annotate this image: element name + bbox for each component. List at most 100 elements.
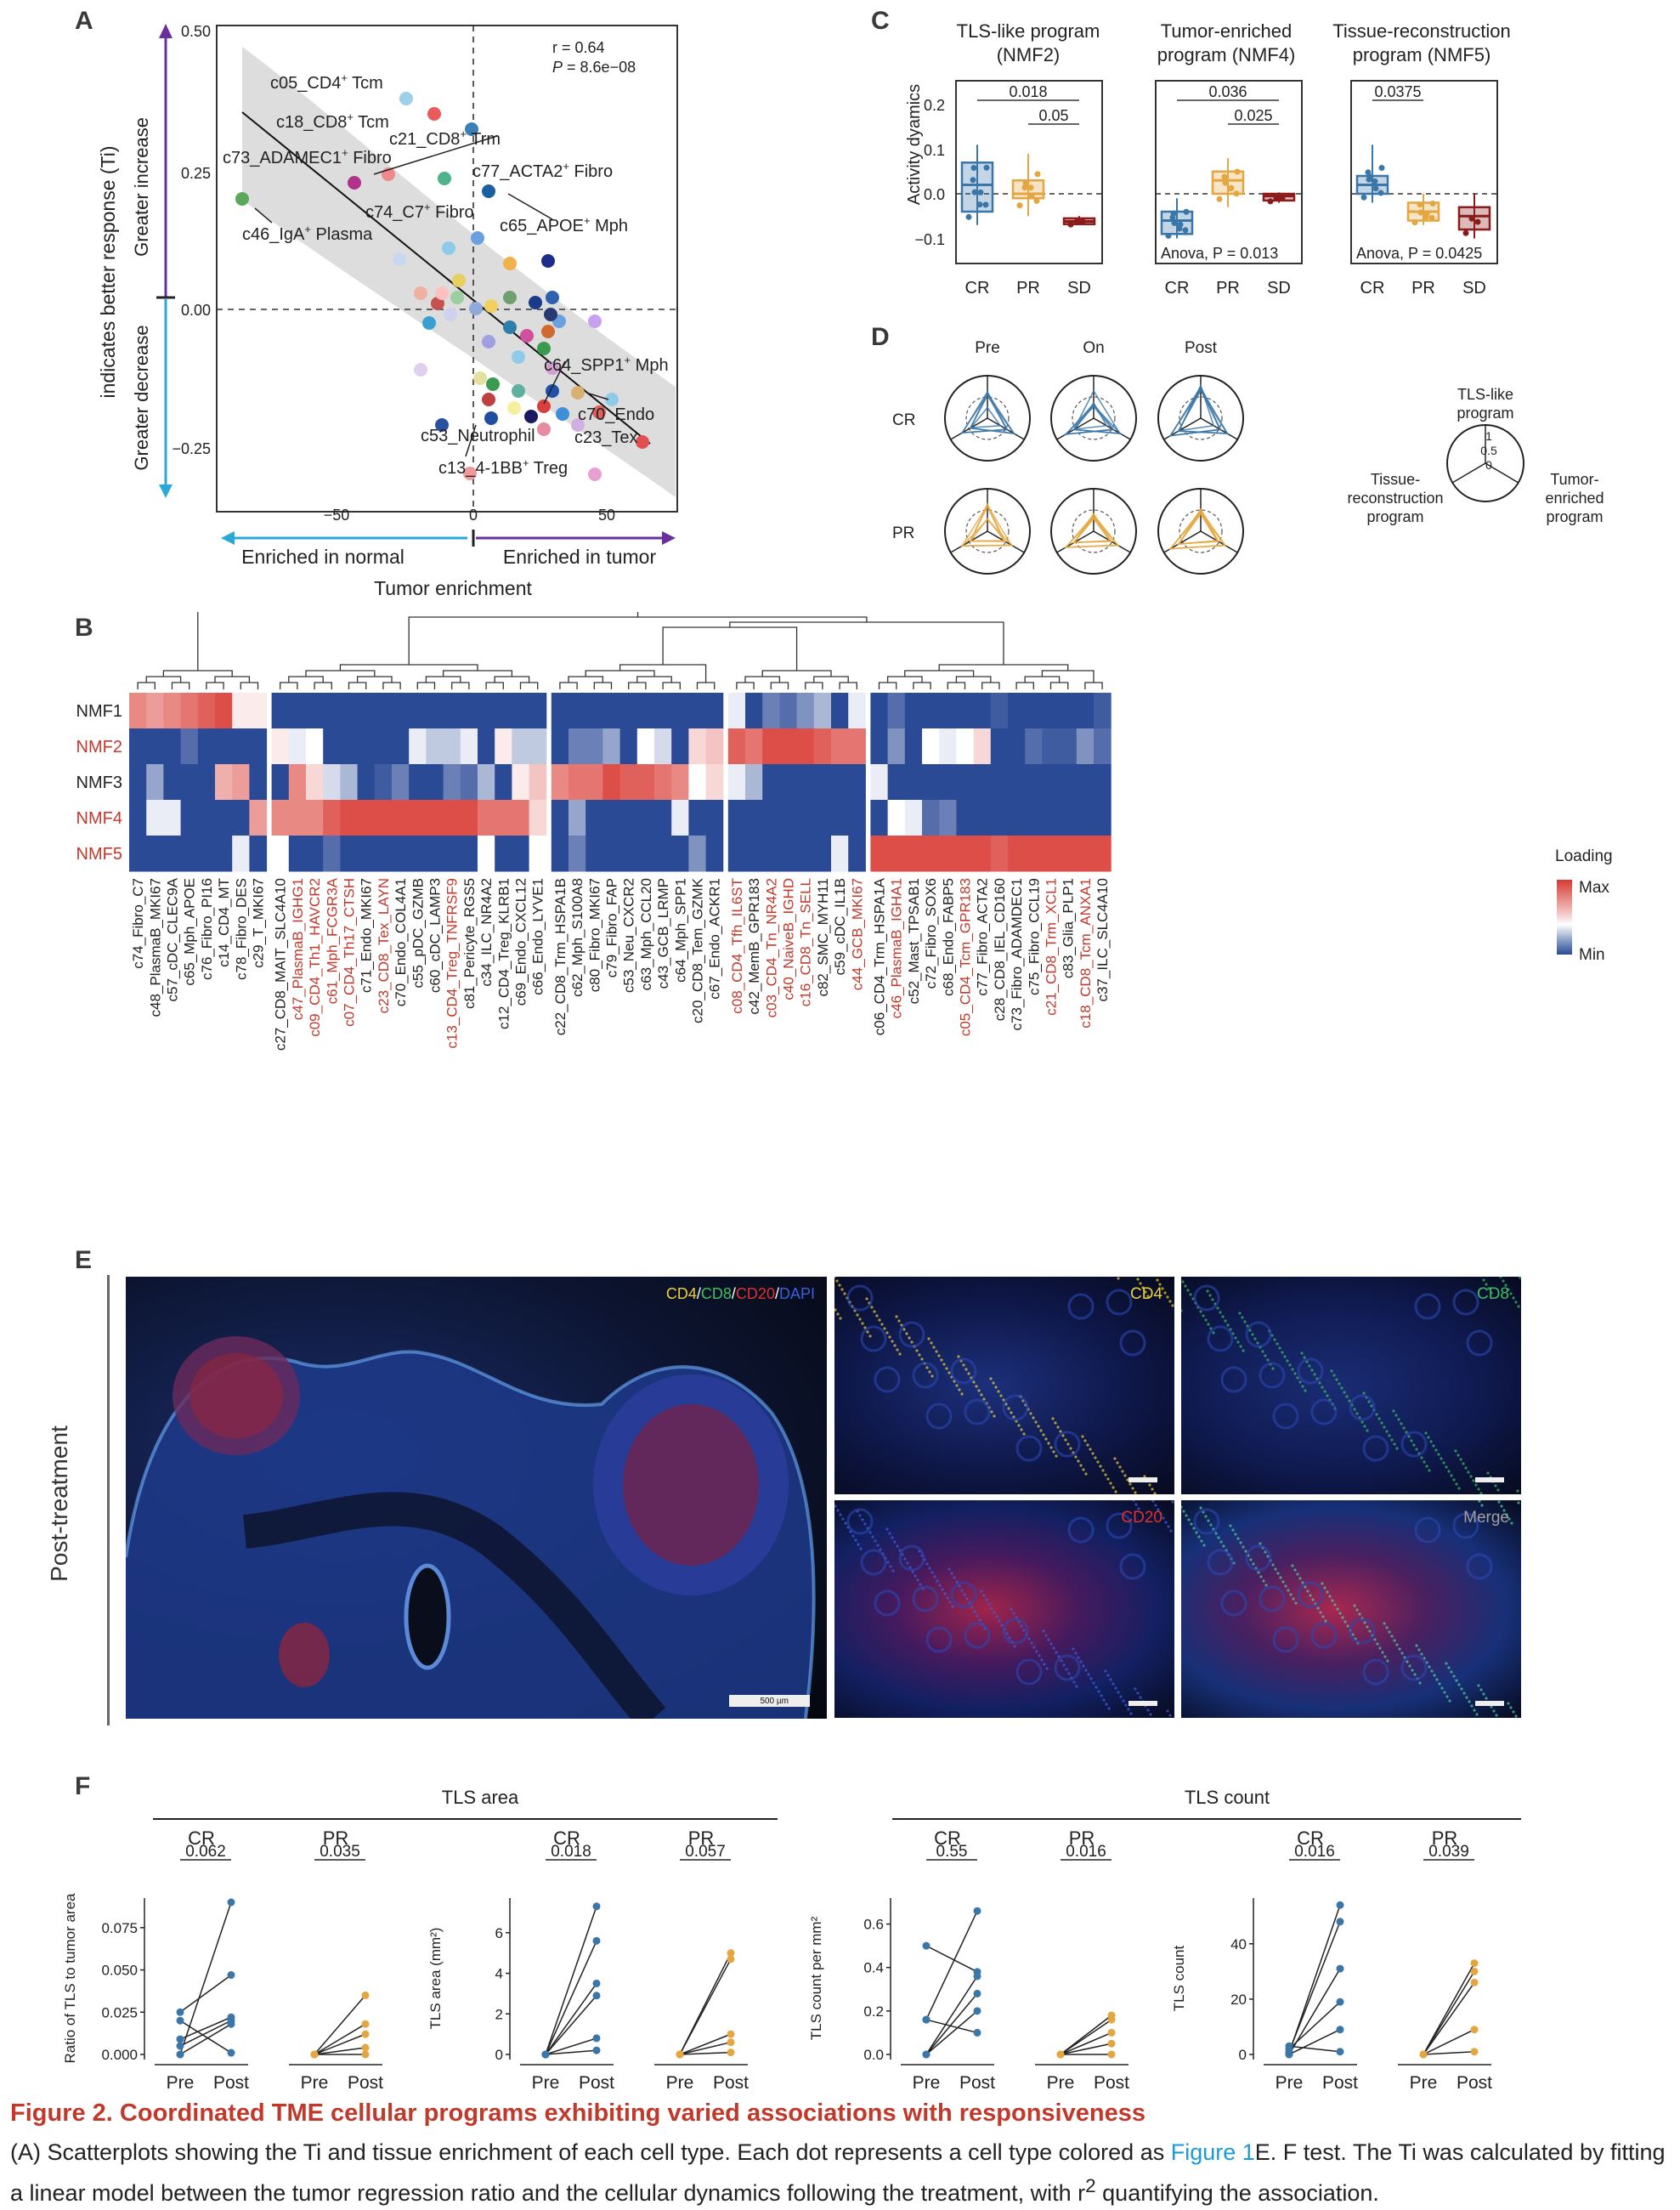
f-subgroup-title: PR xyxy=(688,1828,715,1849)
b-row-label: NMF2 xyxy=(76,738,122,756)
a-ylabel: indicates better response (Ti) xyxy=(97,145,119,398)
scatter-point xyxy=(537,342,551,355)
panel-letter-e: E xyxy=(75,1246,93,1274)
c-point xyxy=(1182,227,1189,234)
f-pair-line xyxy=(314,2023,366,2055)
c-point xyxy=(1462,230,1469,236)
e-channel-cd8: CD8 xyxy=(700,1285,732,1302)
b-heat-cell xyxy=(990,836,1009,872)
a-x-right-label: Enriched in tumor xyxy=(503,546,657,568)
f-pvalue: 0.55 xyxy=(936,1843,968,1861)
b-heat-cell xyxy=(323,800,341,836)
b-dendro-branch xyxy=(662,682,681,689)
d-radar-trace xyxy=(969,406,1002,429)
b-heat-cell xyxy=(232,764,250,801)
f-point xyxy=(361,2050,370,2059)
b-col-label: c09_CD4_Th1_HAVCR2 xyxy=(307,878,323,1037)
f-pair-line xyxy=(1288,2045,1341,2053)
b-heat-cell xyxy=(529,800,547,836)
b-heat-cell xyxy=(460,728,478,765)
c-point xyxy=(1417,201,1423,208)
b-col-label: c55_pDC_GZMB xyxy=(410,878,426,988)
scatter-point xyxy=(393,252,406,266)
b-dendro-branch xyxy=(485,682,504,689)
b-heat-cell xyxy=(904,728,923,765)
b-heat-cell xyxy=(529,836,547,872)
b-heat-cell xyxy=(870,800,889,836)
b-dendro-branch xyxy=(736,682,755,689)
b-heat-cell xyxy=(848,800,866,836)
b-heat-cell xyxy=(796,764,815,801)
b-heat-cell xyxy=(1094,764,1112,801)
label-c65: c65_APOE+ Mph xyxy=(500,214,628,235)
c-point xyxy=(1468,215,1475,222)
d-radar-trace xyxy=(960,503,1013,547)
f-pair-line xyxy=(545,1941,597,2055)
f-pvalue: 0.057 xyxy=(685,1843,726,1861)
b-heat-cell xyxy=(762,728,780,765)
b-heat-cell xyxy=(585,728,603,765)
b-heat-cell xyxy=(323,728,341,765)
b-heat-cell xyxy=(426,764,444,801)
b-heat-cell xyxy=(1025,800,1043,836)
b-col-label: c16_CD8_Tn_SELL xyxy=(798,878,814,1006)
f-pair-line xyxy=(179,2023,232,2055)
a-xtick: 50 xyxy=(598,507,615,524)
b-heat-cell xyxy=(796,693,815,729)
b-col-label: c70_Endo_COL4A1 xyxy=(393,878,409,1006)
scatter-point xyxy=(469,302,483,315)
b-dendro-branch xyxy=(519,682,539,689)
label-c77: c77_ACTA2+ Fibro xyxy=(472,160,613,181)
f-point xyxy=(973,2028,981,2037)
b-heat-cell xyxy=(249,800,268,836)
a-y-top-label: Greater increase xyxy=(131,117,152,257)
a-xticks: −50 0 50 xyxy=(324,507,615,524)
f-pair-line xyxy=(545,2049,597,2055)
b-heat-cell xyxy=(443,800,461,836)
f-xtick: Pre xyxy=(666,2073,694,2091)
f-point xyxy=(592,1902,601,1911)
f-subgroup-title: CR xyxy=(553,1828,580,1849)
caption-figure-link[interactable]: Figure 1 xyxy=(1170,2139,1255,2165)
b-heat-cell xyxy=(340,800,359,836)
b-heat-cell xyxy=(495,764,512,801)
scatter-point xyxy=(452,274,466,287)
b-heat-cell xyxy=(568,693,586,729)
b-heat-cell xyxy=(887,764,906,801)
f-point xyxy=(1336,1901,1344,1909)
b-col-label: c72_Fibro_SOX6 xyxy=(923,878,939,989)
b-heat-cell xyxy=(478,764,495,801)
b-heat-cell xyxy=(288,693,307,729)
b-row-label: NMF1 xyxy=(76,702,122,721)
b-heat-cell xyxy=(922,800,940,836)
b-dendro-branch xyxy=(839,682,857,689)
b-col-label: c27_CD8_MAIT_SLC4A10 xyxy=(273,878,289,1051)
f-pvalue: 0.016 xyxy=(1294,1843,1335,1861)
d-legend-right-1: Tumor- xyxy=(1550,471,1598,488)
b-col-label: c77_Fibro_ACTA2 xyxy=(975,878,991,996)
b-heat-cell xyxy=(460,836,478,872)
f-point xyxy=(1470,1978,1479,1986)
b-heat-cell xyxy=(745,836,763,872)
f-ylabel: TLS area (mm²) xyxy=(427,1928,444,2030)
scatter-point xyxy=(444,308,457,321)
b-col-label: c69_Endo_CXCL12 xyxy=(513,878,529,1006)
b-heat-cell xyxy=(1059,800,1078,836)
b-heat-cell xyxy=(249,728,268,765)
f-pvalue: 0.062 xyxy=(185,1843,226,1861)
d-legend-left-1: Tissue- xyxy=(1371,471,1420,488)
b-heat-cell xyxy=(512,693,530,729)
c-point xyxy=(1022,179,1029,186)
f-ylabel: Ratio of TLS to tumor area xyxy=(62,1893,78,2064)
b-col-label: c59_cDC_IL1B xyxy=(832,878,848,975)
b-col-label: c28_CD8_IEL_CD160 xyxy=(992,878,1008,1021)
d-col-on: On xyxy=(1083,339,1104,357)
b-heat-cell xyxy=(1042,764,1061,801)
f-pair-line xyxy=(1288,2029,1341,2055)
b-col-labels: c74_Fibro_C7 c48_PlasmaB_MKI67 c57_cDC_CLE… xyxy=(130,877,1111,1051)
b-heat-cell xyxy=(602,728,621,765)
d-radar-trace xyxy=(1178,383,1215,432)
c-title-2b: program (NMF4) xyxy=(1157,44,1296,65)
scatter-point xyxy=(503,257,517,270)
b-col-label: c63_Mph_CCL20 xyxy=(638,878,654,990)
